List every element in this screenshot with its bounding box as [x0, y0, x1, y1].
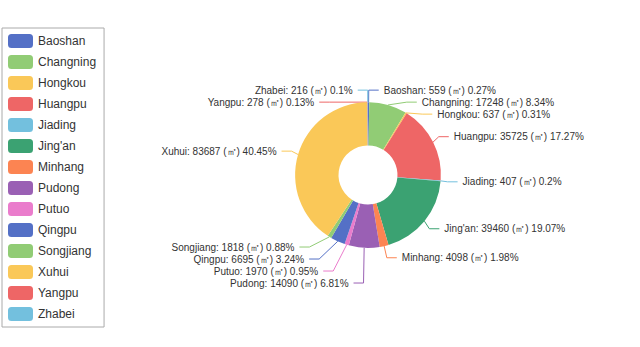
svg-text:Huangpu: 35725 (㎡) 17.27%: Huangpu: 35725 (㎡) 17.27%	[454, 131, 584, 142]
svg-text:Songjiang: 1818 (㎡) 0.88%: Songjiang: 1818 (㎡) 0.88%	[172, 242, 295, 253]
svg-text:Putuo: 1970 (㎡) 0.95%: Putuo: 1970 (㎡) 0.95%	[214, 266, 319, 277]
svg-text:Putuo: Putuo	[38, 202, 70, 216]
svg-text:Changning: 17248 (㎡) 8.34%: Changning: 17248 (㎡) 8.34%	[422, 97, 554, 108]
svg-text:Pudong: Pudong	[38, 181, 79, 195]
svg-text:Pudong: 14090 (㎡) 6.81%: Pudong: 14090 (㎡) 6.81%	[230, 278, 349, 289]
svg-text:Yangpu: 278 (㎡) 0.13%: Yangpu: 278 (㎡) 0.13%	[208, 97, 315, 108]
svg-text:Jiading: Jiading	[38, 118, 76, 132]
svg-text:Baoshan: Baoshan	[38, 34, 85, 48]
svg-text:Jing'an: Jing'an	[38, 139, 76, 153]
svg-text:Hongkou: 637 (㎡) 0.31%: Hongkou: 637 (㎡) 0.31%	[437, 109, 550, 120]
svg-text:Songjiang: Songjiang	[38, 244, 91, 258]
svg-text:Minhang: Minhang	[38, 160, 84, 174]
svg-text:Hongkou: Hongkou	[38, 76, 86, 90]
svg-text:Changning: Changning	[38, 55, 96, 69]
svg-text:Baoshan: 559 (㎡) 0.27%: Baoshan: 559 (㎡) 0.27%	[384, 85, 496, 96]
svg-text:Xuhui: Xuhui	[38, 265, 69, 279]
svg-text:Zhabei: Zhabei	[38, 307, 75, 321]
svg-text:Jing'an: 39460 (㎡) 19.07%: Jing'an: 39460 (㎡) 19.07%	[444, 223, 565, 234]
svg-text:Qingpu: 6695 (㎡) 3.24%: Qingpu: 6695 (㎡) 3.24%	[194, 254, 305, 265]
svg-text:Zhabei: 216 (㎡) 0.1%: Zhabei: 216 (㎡) 0.1%	[255, 85, 353, 96]
svg-text:Jiading: 407 (㎡) 0.2%: Jiading: 407 (㎡) 0.2%	[463, 176, 562, 187]
svg-text:Qingpu: Qingpu	[38, 223, 77, 237]
svg-text:Yangpu: Yangpu	[38, 286, 78, 300]
svg-text:Huangpu: Huangpu	[38, 97, 87, 111]
svg-text:Xuhui: 83687 (㎡) 40.45%: Xuhui: 83687 (㎡) 40.45%	[161, 146, 276, 157]
svg-text:Minhang: 4098 (㎡) 1.98%: Minhang: 4098 (㎡) 1.98%	[402, 252, 519, 263]
